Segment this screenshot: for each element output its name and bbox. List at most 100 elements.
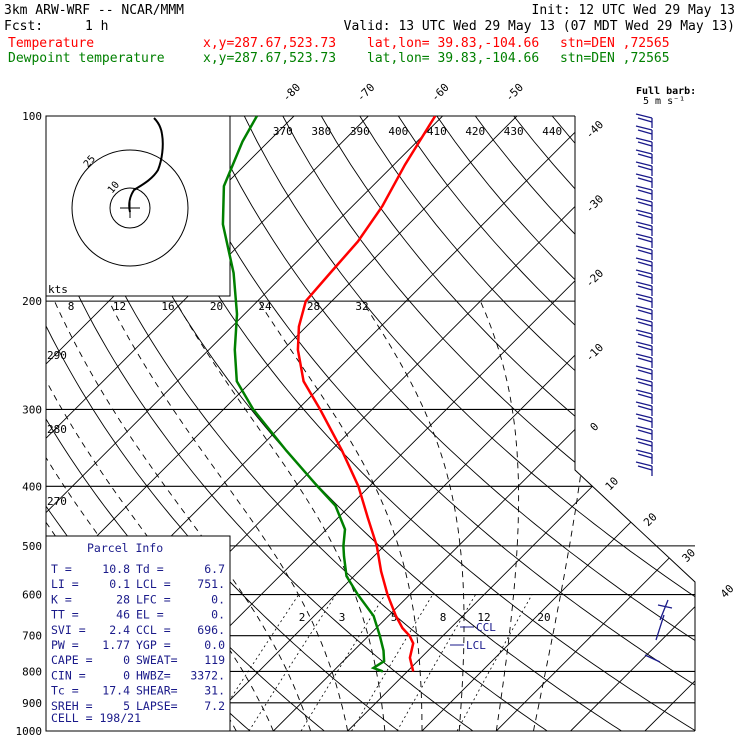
mixing-ratio-line [248,594,337,731]
isotherm-line [570,116,695,731]
wind-barb-flag [635,269,653,275]
wind-barb-shaft [644,654,661,663]
mixing-ratio-label: 16 [161,300,174,313]
isotherm-tick-label: 0 [588,420,602,434]
wind-barb-flag [637,309,653,315]
dry-adiabat-line [474,116,695,731]
wind-barb-flag [635,389,653,395]
parcel-info-cell: SWEAT= [136,653,178,667]
hodograph-ring-inner [109,187,151,229]
wind-barb-flag [637,129,653,135]
mixing-ratio-label: 2 [299,611,306,624]
theta-side-label: 280 [47,423,67,436]
hodograph-trace [128,117,164,213]
parcel-info-cell: 751. [197,577,225,591]
parcel-info-cell: 0. [211,608,225,622]
parcel-info-cell: HWBZ= [136,668,171,682]
parcel-info-cell: 5 [123,699,130,713]
parcel-info-cell: SVI = [51,623,86,637]
wind-barb-flag [637,297,653,303]
isotherm-tick-label: -30 [583,192,606,215]
forecast-hour: 1 h [85,19,108,34]
wind-barb-flag [637,321,653,327]
parcel-info-cell: 6.7 [204,562,225,576]
ccl-marker: CCL [476,621,496,634]
wind-barb-flag [637,417,653,423]
wind-barb-flag [637,189,653,195]
isotherm-tick-label: 40 [718,582,737,601]
mixing-ratio-line [456,594,533,731]
wind-barb-flag [637,237,653,243]
moist-adiabat-line [54,300,312,731]
wind-barb-flag [635,281,653,287]
isotherm-tick-label: -60 [429,81,452,104]
temperature-series-line [296,116,437,672]
mixing-ratio-label: 12 [113,300,126,313]
mixing-ratio-line [300,594,386,731]
moist-adiabat-line [175,300,386,731]
parcel-info-cell: YGP = [136,638,171,652]
barb-legend-units: 5 m s⁻¹ [643,96,685,107]
plot-boundary [574,116,696,731]
lcl-marker: LCL [466,639,486,652]
wind-barb-flag [637,333,653,339]
wind-barb-flag [635,437,653,443]
wind-barb-flag [635,173,653,179]
level-markers: CCL LCL [450,621,496,652]
wind-barbs [635,113,673,663]
dry-adiabat-line [513,116,695,731]
hodograph-frame [45,115,231,297]
parcel-info-cell: LI = [51,577,79,591]
wind-barb-flag [635,413,653,419]
wind-barb-shaft [655,614,665,641]
isotherm-tick-label: -50 [503,81,526,104]
parcel-info-cell: 696. [197,623,225,637]
dry-adiabat-line [128,116,695,731]
parcel-info-cell: 0.0 [204,638,225,652]
legend-temperature-xy: x,y=287.67,523.73 [203,36,336,51]
parcel-info-cell: SREH = [51,699,93,713]
wind-barb-flag [637,405,653,411]
pressure-tick-label: 200 [22,295,42,308]
dry-adiabat-line [628,116,695,731]
parcel-info-cell: 0 [123,668,130,682]
wind-barb-flag [635,329,653,335]
hodograph-ring-outer [71,149,189,267]
mixing-ratio-label: 20 [210,300,223,313]
parcel-info-cell: PW = [51,638,79,652]
forecast-label: Fcst: [4,19,43,34]
dry-adiabat-line [89,116,622,731]
wind-barb-flag [637,177,653,183]
wind-barb-flag [635,209,653,215]
mixing-ratio-label: 28 [307,300,320,313]
isotherm-line [46,116,369,731]
theta-side-label: 290 [47,349,67,362]
wind-barb-flag [637,141,653,147]
parcel-info-cell: 10.8 [102,562,130,576]
legend-dewpoint-station: stn=DEN ,72565 [560,51,670,66]
wind-barb-flag [635,245,653,251]
dry-adiabat-line [320,116,695,731]
wind-barb-flag [635,305,653,311]
legend-dewpoint-label: Dewpoint temperature [8,51,165,66]
wind-barb-flag [635,401,653,407]
legend-dewpoint-xy: x,y=287.67,523.73 [203,51,336,66]
wind-barb-flag [637,429,653,435]
parcel-info-cell: 0. [211,592,225,606]
parcel-info-frame [45,535,231,732]
valid-time: Valid: 13 UTC Wed 29 May 13 (07 MDT Wed … [344,19,735,34]
parcel-info-cell: 17.4 [102,684,130,698]
mixing-ratio-label: 20 [537,611,550,624]
wind-barb-flag [635,317,653,323]
init-time: Init: 12 UTC Wed 29 May 13 [532,3,736,18]
parcel-info-cell: TT = [51,608,79,622]
wind-barb-flag [637,453,653,459]
wind-barb-flag [637,261,653,267]
wind-barb-flag [635,161,653,167]
dewpoint-points [222,115,385,672]
parcel-info-cell: LAPSE= [136,699,178,713]
theta-tick-label: 380 [311,125,331,138]
pressure-tick-label: 600 [22,589,42,602]
temperature-points [297,115,436,672]
theta-side-label: 270 [47,495,67,508]
